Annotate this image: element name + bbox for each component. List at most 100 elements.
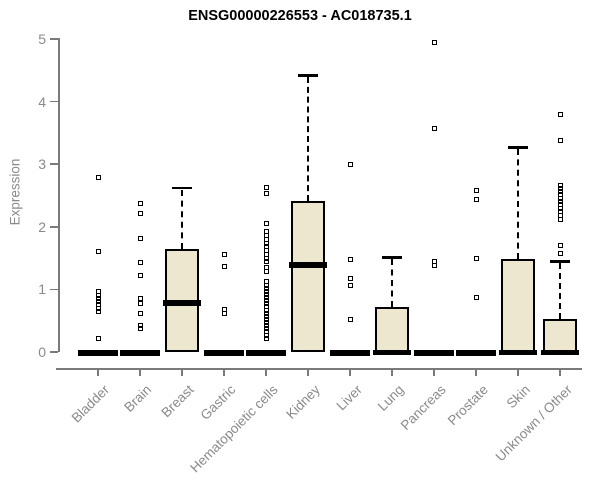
whisker-cap xyxy=(298,74,318,77)
outlier-point xyxy=(557,186,563,192)
outlier-point xyxy=(263,221,269,227)
outlier-point xyxy=(95,175,101,181)
whisker-cap xyxy=(172,186,192,190)
outlier-point xyxy=(263,285,269,291)
x-tick-label: Unknown / Other xyxy=(492,382,575,465)
outlier-point xyxy=(473,187,479,193)
outlier-point xyxy=(473,197,479,203)
outlier-point xyxy=(557,250,563,256)
y-tick-label: 2 xyxy=(38,218,46,235)
outlier-point xyxy=(263,185,269,191)
outlier-point xyxy=(263,259,269,265)
y-tick-label: 3 xyxy=(38,156,46,173)
y-axis-line xyxy=(58,38,60,352)
outlier-point xyxy=(263,301,269,307)
x-tick xyxy=(517,368,519,376)
outlier-point xyxy=(263,316,269,322)
outlier-point xyxy=(557,192,563,198)
median-line xyxy=(541,349,579,355)
upper-whisker xyxy=(559,263,561,319)
box xyxy=(375,306,409,352)
whisker-cap xyxy=(382,256,402,259)
outlier-point xyxy=(221,264,227,270)
outlier-point xyxy=(95,308,101,314)
outlier-point xyxy=(263,279,269,285)
outlier-point xyxy=(263,282,269,288)
outlier-point xyxy=(137,326,143,332)
x-tick xyxy=(97,368,99,376)
x-tick-label: Liver xyxy=(333,382,365,414)
outlier-point xyxy=(137,210,143,216)
median-line xyxy=(289,262,327,268)
outlier-point xyxy=(263,329,269,335)
chart-title: ENSG00000226553 - AC018735.1 xyxy=(188,8,412,24)
y-tick xyxy=(50,100,58,103)
y-tick-label: 1 xyxy=(38,281,46,298)
x-tick xyxy=(349,368,351,376)
outlier-point xyxy=(557,195,563,201)
x-tick-label: Lung xyxy=(374,382,407,414)
x-tick xyxy=(559,368,561,376)
outlier-point xyxy=(137,259,143,265)
outlier-point xyxy=(263,304,269,310)
outlier-point xyxy=(137,236,143,242)
outlier-point xyxy=(557,137,563,143)
outlier-point xyxy=(473,295,479,301)
outlier-point xyxy=(221,251,227,257)
outlier-point xyxy=(263,269,269,275)
outlier-point xyxy=(263,291,269,297)
whisker-cap xyxy=(508,146,528,149)
upper-whisker xyxy=(181,189,183,250)
median-line xyxy=(163,300,201,306)
y-tick xyxy=(50,163,58,165)
upper-whisker xyxy=(517,149,519,259)
outlier-point xyxy=(431,263,437,269)
x-tick xyxy=(223,368,225,376)
collapsed-box xyxy=(78,349,118,356)
outlier-point xyxy=(347,275,353,281)
outlier-point xyxy=(347,161,353,167)
y-tick xyxy=(50,351,58,353)
y-tick-label: 5 xyxy=(38,31,46,47)
outlier-point xyxy=(557,111,563,117)
upper-whisker xyxy=(391,259,393,307)
box xyxy=(291,201,325,352)
collapsed-box xyxy=(246,349,286,356)
x-tick-label: Gastric xyxy=(197,382,239,423)
collapsed-box xyxy=(456,349,496,356)
x-tick-label: Kidney xyxy=(282,382,323,422)
y-tick xyxy=(50,226,58,228)
outlier-point xyxy=(137,273,143,279)
x-tick xyxy=(433,368,435,376)
box xyxy=(501,258,535,352)
collapsed-box xyxy=(204,349,244,356)
outlier-point xyxy=(431,40,437,46)
collapsed-box xyxy=(330,349,370,356)
outlier-point xyxy=(557,216,563,222)
outlier-point xyxy=(263,298,269,304)
outlier-point xyxy=(95,289,101,295)
outlier-point xyxy=(263,295,269,301)
x-tick-label: Bladder xyxy=(69,382,113,426)
outlier-point xyxy=(347,257,353,263)
outlier-point xyxy=(221,310,227,316)
y-tick xyxy=(50,38,58,40)
outlier-point xyxy=(263,288,269,294)
x-tick xyxy=(181,368,183,376)
box xyxy=(543,318,577,352)
y-tick xyxy=(50,288,58,291)
outlier-point xyxy=(263,332,269,338)
x-tick xyxy=(265,368,267,376)
outlier-point xyxy=(557,189,563,195)
outlier-point xyxy=(95,305,101,311)
outlier-point xyxy=(263,323,269,329)
outlier-point xyxy=(263,310,269,316)
outlier-point xyxy=(95,336,101,342)
outlier-point xyxy=(557,243,563,249)
x-tick-label: Brain xyxy=(121,382,155,415)
outlier-point xyxy=(137,300,143,306)
outlier-point xyxy=(473,255,479,261)
x-tick xyxy=(307,368,309,376)
outlier-point xyxy=(95,298,101,304)
